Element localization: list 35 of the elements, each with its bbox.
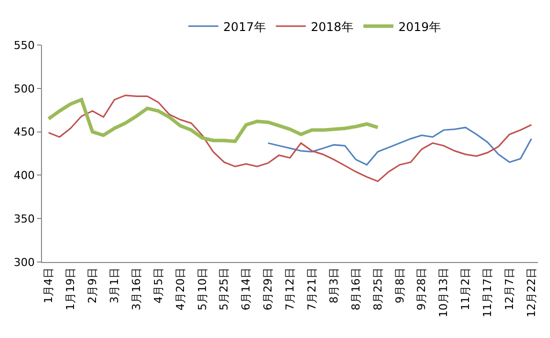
legend-label: 2017年 [223, 20, 266, 34]
x-tick-label: 12月22日 [524, 267, 538, 318]
x-tick-label: 3月16日 [130, 267, 143, 310]
x-tick-label: 12月7日 [503, 267, 516, 310]
x-tick-label: 9月28日 [415, 267, 428, 310]
x-tick-label: 9月8日 [393, 267, 406, 304]
legend-label: 2019年 [398, 20, 441, 34]
x-tick-label: 6月29日 [262, 267, 275, 310]
x-tick-label: 2月9日 [86, 267, 100, 304]
x-tick-label: 10月13日 [437, 267, 450, 318]
x-tick-label: 1月4日 [42, 267, 56, 304]
x-tick-label: 11月17日 [481, 267, 494, 318]
y-tick-label: 450 [14, 126, 35, 139]
y-tick-label: 300 [14, 256, 35, 269]
y-tick-label: 350 [14, 212, 35, 226]
x-tick-label: 11月2日 [459, 267, 472, 310]
y-tick-label: 500 [14, 82, 35, 96]
line-series [46, 98, 380, 144]
x-tick-label: 8月25日 [371, 267, 384, 310]
line-series [267, 126, 532, 166]
x-tick-label: 1月19日 [64, 267, 78, 310]
legend-label: 2018年 [310, 20, 354, 34]
y-tick-label: 550 [14, 38, 35, 52]
x-tick-label: 7月12日 [284, 267, 297, 310]
x-tick-label: 5月25日 [218, 267, 231, 310]
line-series [48, 94, 532, 182]
x-tick-label: 5月10日 [196, 267, 209, 310]
x-tick-label: 8月16日 [349, 267, 362, 310]
y-tick-label: 400 [14, 169, 35, 182]
x-tick-label: 4月5日 [152, 267, 165, 304]
x-tick-label: 8月3日 [327, 267, 340, 304]
x-tick-label: 7月21日 [306, 267, 319, 310]
x-tick-label: 4月20日 [174, 267, 187, 310]
x-tick-label: 3月1日 [108, 267, 121, 304]
x-tick-label: 6月14日 [240, 267, 253, 310]
